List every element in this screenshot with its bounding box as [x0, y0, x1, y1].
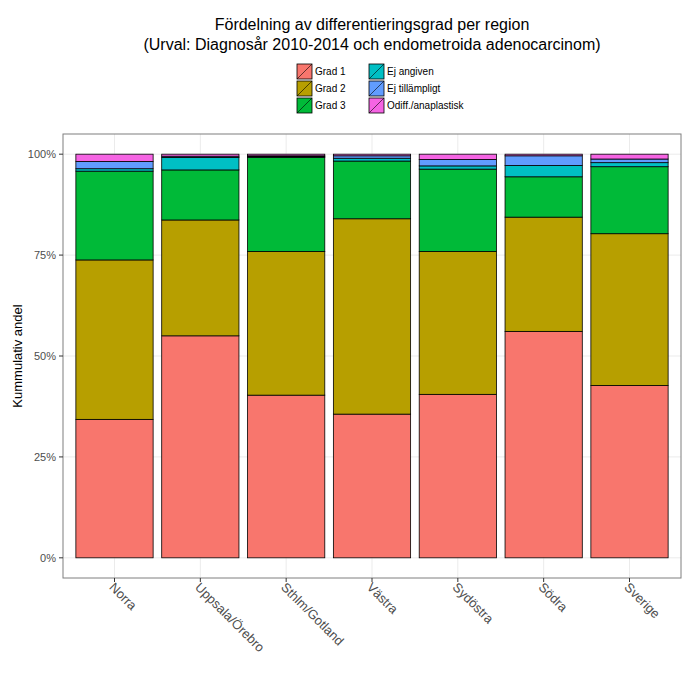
y-tick [59, 557, 63, 558]
legend-label: Grad 1 [315, 66, 346, 77]
bar-segment [419, 394, 496, 557]
legend-key-line [297, 64, 312, 79]
bar-segment [505, 165, 582, 176]
bar-segment [333, 161, 410, 219]
y-axis-label: Kummulativ andel [10, 304, 25, 407]
bar-segment [591, 154, 668, 159]
bar-segment [505, 154, 582, 156]
bars [76, 154, 668, 558]
bar-segment [248, 156, 325, 158]
bar-segment [505, 331, 582, 557]
bar-segment [505, 177, 582, 217]
bar-segment [248, 395, 325, 558]
bar-segment [591, 234, 668, 386]
y-tick [59, 356, 63, 357]
y-tick-label: 100% [28, 148, 56, 160]
legend-key [297, 64, 312, 79]
y-tick [59, 255, 63, 256]
title: Fördelning av differentieringsgrad per r… [215, 16, 530, 33]
legend-key [369, 98, 384, 113]
x-tick-label: Sydöstra [450, 580, 497, 627]
bar-segment [505, 156, 582, 166]
legend-key [369, 81, 384, 96]
bar-segment [248, 154, 325, 156]
y-tick-label: 50% [34, 350, 56, 362]
bar-segment [76, 419, 153, 557]
bar-segment [591, 167, 668, 234]
x-tick-label: Västra [364, 580, 402, 618]
legend-label: Ej angiven [387, 66, 434, 77]
legend-key-line [297, 98, 312, 113]
bar-segment [333, 154, 410, 156]
legend: Grad 1 Grad 2 Grad 3 Ej angiven Ej tillämpli… [297, 64, 465, 113]
legend-key-line [297, 81, 312, 96]
bar-segment [591, 159, 668, 163]
bar-segment [248, 251, 325, 395]
legend-key-line [369, 64, 384, 79]
bar-segment [419, 159, 496, 165]
bar-segment [162, 336, 239, 558]
legend-key [297, 98, 312, 113]
bar-segment [162, 220, 239, 336]
bar-segment [505, 217, 582, 331]
bar-segment [162, 170, 239, 220]
x-tick-label: Norra [106, 580, 140, 614]
bar-segment [333, 219, 410, 414]
bar-segment [162, 154, 239, 156]
legend-key [297, 81, 312, 96]
bar-segment [162, 157, 239, 170]
legend-label: Ej tillämpligt [387, 83, 441, 94]
legend-key-line [369, 81, 384, 96]
x-tick-label: Södra [536, 580, 572, 616]
bar-segment [419, 169, 496, 251]
subtitle: (Urval: Diagnosår 2010-2014 och endometr… [143, 36, 600, 53]
y-tick-label: 75% [34, 249, 56, 261]
bar-segment [333, 414, 410, 558]
y-tick-label: 25% [34, 451, 56, 463]
bar-segment [333, 158, 410, 161]
y-tick-label: 0% [40, 552, 56, 564]
grid [63, 134, 681, 578]
bar-segment [591, 163, 668, 167]
bar-segment [76, 161, 153, 168]
y-tick [59, 154, 63, 155]
plot-border [63, 134, 681, 578]
bar-segment [248, 157, 325, 251]
bar-segment [76, 260, 153, 419]
plot-area [63, 134, 681, 578]
legend-key [369, 64, 384, 79]
legend-key-line [369, 98, 384, 113]
bar-segment [76, 154, 153, 161]
chart: 0% 25% 50% 75% 100% Norra Uppsala/ÖrebroSthlm/… [0, 0, 700, 700]
x-tick-label: Sverige [621, 580, 663, 622]
legend-label: Grad 3 [315, 100, 346, 111]
bar-segment [591, 385, 668, 557]
bar-segment [419, 251, 496, 394]
bar-segment [76, 171, 153, 260]
x-tick-label: Uppsala/Örebro [192, 580, 268, 656]
y-tick [59, 456, 63, 457]
background [0, 0, 700, 700]
bar-segment [419, 154, 496, 159]
x-tick-label: Sthlm/Gotland [278, 580, 347, 649]
bar-segment [419, 166, 496, 169]
legend-label: Odiff./anaplastisk [387, 100, 465, 111]
legend-label: Grad 2 [315, 83, 346, 94]
